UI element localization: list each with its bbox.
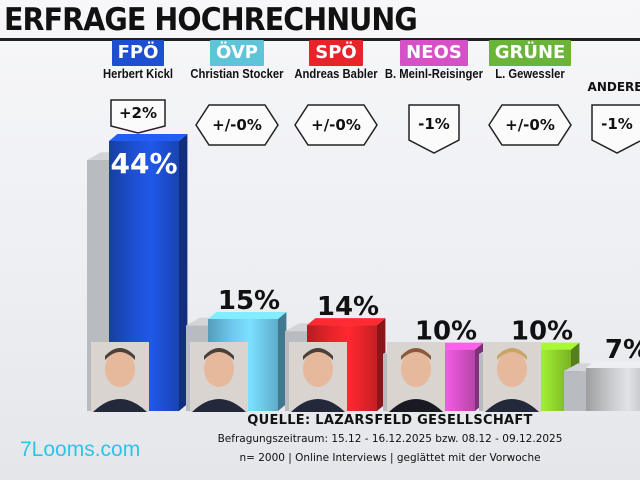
bar-top <box>109 134 188 141</box>
change-value: +/-0% <box>311 116 361 134</box>
change-value: -1% <box>601 115 633 133</box>
badge-shape <box>195 104 279 146</box>
bar-andere: 7% <box>564 335 640 411</box>
survey-method: n= 2000 | Online Interviews | geglättet … <box>239 452 541 464</box>
candidate-photo <box>91 342 149 412</box>
title-divider <box>0 38 640 41</box>
face-shape <box>497 351 527 387</box>
candidate-name: B. Meinl-Reisinger <box>384 67 484 81</box>
badge-shape <box>294 104 378 146</box>
change-value: +2% <box>118 104 158 122</box>
party-logo: NEOS <box>400 40 468 66</box>
value-label: 15% <box>218 286 280 316</box>
party-header-övp: ÖVP Christian Stocker <box>182 40 292 81</box>
shoulders-shape <box>291 399 345 412</box>
hair-shape <box>204 348 234 360</box>
party-header-grüne: GRÜNE L. Gewessler <box>475 40 585 81</box>
face-shape <box>204 351 234 387</box>
bar-neos: 10% <box>383 317 484 412</box>
value-label: 14% <box>317 292 379 322</box>
shoulders-shape <box>485 399 539 412</box>
change-badge: -1% <box>591 104 640 154</box>
value-label: 10% <box>511 317 573 347</box>
bar-side <box>179 134 188 411</box>
party-logo: GRÜNE <box>488 40 572 66</box>
value-label: 10% <box>415 317 477 347</box>
face-shape <box>303 351 333 387</box>
change-value: +/-0% <box>212 116 262 134</box>
candidate-name: Christian Stocker <box>190 67 284 81</box>
bar-fpö: 44% <box>87 134 188 412</box>
bar-side <box>278 311 287 411</box>
badge-shape <box>408 104 460 154</box>
hair-shape <box>105 348 135 360</box>
party-header-neos: NEOS B. Meinl-Reisinger <box>379 40 489 81</box>
candidate-name: L. Gewessler <box>495 67 565 81</box>
hair-shape <box>401 348 431 360</box>
shoulders-shape <box>389 399 443 412</box>
party-header-spö: SPÖ Andreas Babler <box>281 40 391 81</box>
badge-shape <box>488 104 572 146</box>
candidate-name: Andreas Babler <box>294 67 378 81</box>
change-value: +/-0% <box>505 116 555 134</box>
party-header-fpö: FPÖ Herbert Kickl <box>83 40 193 81</box>
face-shape <box>105 351 135 387</box>
bar-top <box>586 361 640 369</box>
badge-shape <box>591 104 640 154</box>
bar-top <box>208 311 287 319</box>
hair-shape <box>303 348 333 360</box>
chart-title: ERFRAGE HOCHRECHNUNG <box>4 2 418 38</box>
candidate-photo <box>483 342 541 412</box>
change-badge: +/-0% <box>294 104 378 146</box>
party-logo: SPÖ <box>309 40 363 66</box>
candidate-name: Herbert Kickl <box>102 67 174 81</box>
party-logo: FPÖ <box>111 40 165 66</box>
badge-shape <box>110 99 166 134</box>
survey-period: Befragungszeitraum: 15.12 - 16.12.2025 b… <box>217 433 563 445</box>
change-value: -1% <box>418 115 450 133</box>
hair-shape <box>497 348 527 360</box>
shoulders-shape <box>192 399 246 412</box>
party-logo: ANDERE <box>587 80 640 94</box>
face-shape <box>401 351 431 387</box>
bar-spö: 14% <box>285 292 386 412</box>
party-logo: ÖVP <box>210 40 264 66</box>
bar-övp: 15% <box>186 286 287 412</box>
change-badge: +/-0% <box>488 104 572 146</box>
bar-front <box>586 368 640 411</box>
candidate-photo <box>190 342 248 412</box>
change-badge: +2% <box>110 92 166 134</box>
bar-top <box>307 318 386 326</box>
bar-grüne: 10% <box>479 317 580 412</box>
source-label: QUELLE: LAZARSFELD GESELLSCHAFT <box>247 413 533 428</box>
shoulders-shape <box>93 399 147 412</box>
value-label: 7% <box>605 335 640 365</box>
candidate-photo <box>289 342 347 412</box>
change-badge: +/-0% <box>195 104 279 146</box>
value-label: 44% <box>110 147 177 180</box>
change-badge: -1% <box>408 104 460 154</box>
candidate-photo <box>387 342 445 412</box>
party-header-andere: ANDERE <box>560 40 640 100</box>
watermark-text: 7Looms.com <box>20 438 141 461</box>
